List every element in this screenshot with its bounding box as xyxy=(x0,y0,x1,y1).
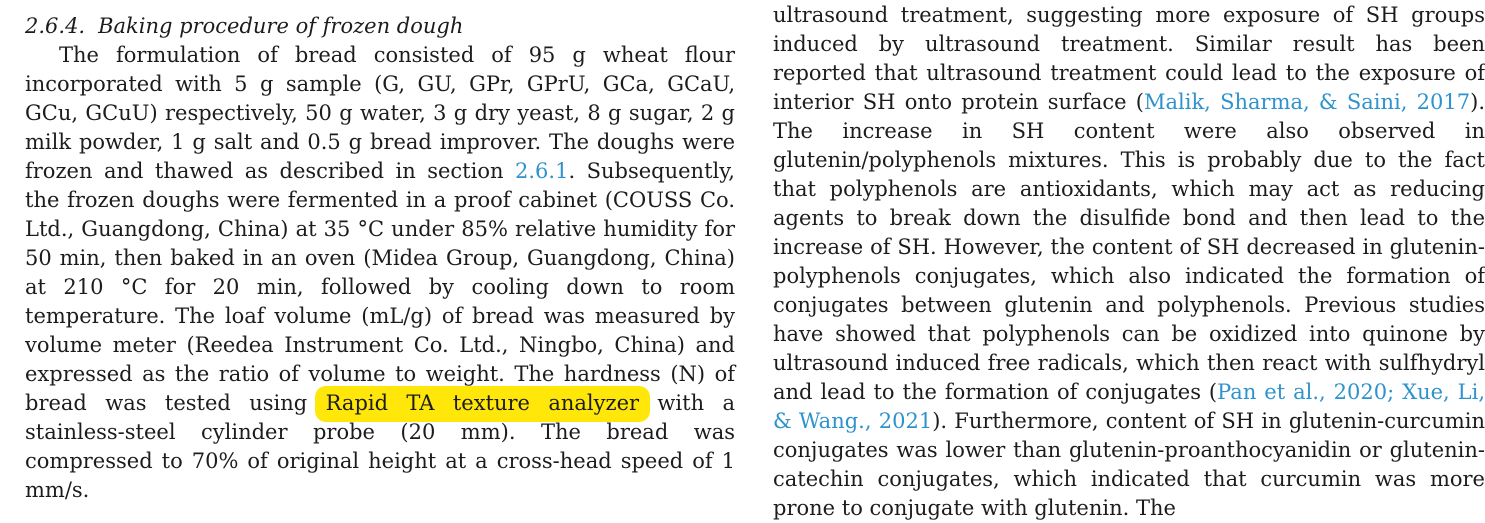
paragraph-text: The formulation of bread consisted of 95… xyxy=(25,43,735,183)
right-column: ultrasound treatment, suggesting more ex… xyxy=(773,0,1485,520)
left-column: 2.6.4. Baking procedure of frozen dough T… xyxy=(25,0,735,502)
citation-link-malik-sharma-saini-2017[interactable]: Malik, Sharma, & Saini, 2017 xyxy=(1144,90,1471,114)
section-heading: 2.6.4. Baking procedure of frozen dough xyxy=(25,12,735,41)
paper-page: 2.6.4. Baking procedure of frozen dough T… xyxy=(25,0,1485,520)
section-ref-link-2-6-1[interactable]: 2.6.1 xyxy=(515,159,569,183)
citation-link-xue-li-wang-2021[interactable]: Xue, Li, & Wang., 2021 xyxy=(773,380,1485,433)
paragraph-text: . Subsequently, the frozen doughs were f… xyxy=(25,159,735,415)
section-number: 2.6.4. xyxy=(25,14,86,38)
paragraph-text: ). The increase in SH content were also … xyxy=(773,90,1485,404)
left-paragraph: The formulation of bread consisted of 95… xyxy=(25,41,735,505)
section-title: Baking procedure of frozen dough xyxy=(98,14,464,38)
right-paragraph: ultrasound treatment, suggesting more ex… xyxy=(773,1,1485,523)
paragraph-text: ultrasound treatment, suggesting more ex… xyxy=(773,3,1485,114)
citation-link-pan-2020[interactable]: Pan et al., 2020 xyxy=(1217,380,1388,404)
citation-separator: ; xyxy=(1387,380,1403,404)
highlight-annotation[interactable]: Rapid TA texture analyzer xyxy=(314,386,651,422)
